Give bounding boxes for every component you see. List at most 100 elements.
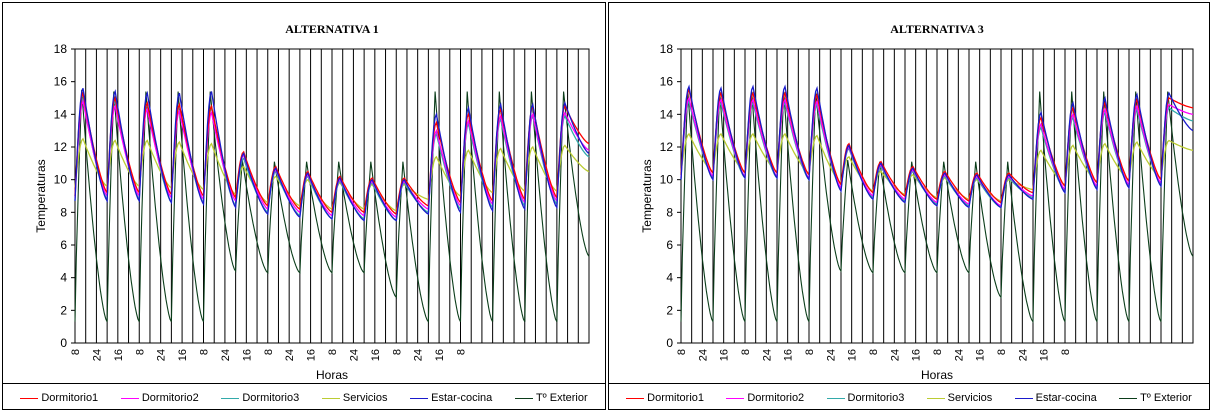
x-tick-label: 8 bbox=[327, 349, 339, 355]
legend-swatch bbox=[926, 397, 945, 399]
legend-swatch bbox=[321, 397, 340, 399]
y-tick-label: 4 bbox=[666, 271, 673, 285]
y-tick-label: 12 bbox=[660, 140, 674, 154]
legend-swatch bbox=[1119, 397, 1138, 399]
legend-swatch bbox=[1014, 397, 1033, 399]
legend-item: Estar-cocina bbox=[410, 392, 492, 404]
legend-swatch bbox=[410, 397, 429, 399]
legend-divider bbox=[609, 383, 1209, 384]
legend-swatch bbox=[120, 397, 139, 399]
legend-label: Tº Exterior bbox=[1140, 392, 1192, 404]
x-tick-label: 8 bbox=[1060, 349, 1072, 355]
y-tick-label: 6 bbox=[60, 238, 67, 252]
legend-item: Tº Exterior bbox=[514, 392, 588, 404]
legend-item: Dormitorio1 bbox=[626, 392, 704, 404]
legend-item: Servicios bbox=[926, 392, 993, 404]
x-tick-label: 16 bbox=[370, 349, 382, 361]
y-tick-label: 18 bbox=[660, 42, 674, 56]
y-tick-label: 8 bbox=[666, 205, 673, 219]
x-tick-label: 8 bbox=[134, 349, 146, 355]
x-tick-label: 24 bbox=[825, 349, 837, 361]
legend-item: Servicios bbox=[321, 392, 388, 404]
x-tick-label: 24 bbox=[1017, 349, 1029, 361]
legend-label: Dormitorio1 bbox=[41, 392, 99, 404]
x-tick-label: 16 bbox=[847, 349, 859, 361]
x-tick-label: 8 bbox=[70, 349, 82, 355]
x-tick-label: 24 bbox=[348, 349, 360, 361]
y-tick-label: 14 bbox=[54, 107, 68, 121]
x-tick-label: 8 bbox=[199, 349, 211, 355]
legend-item: Dormitorio3 bbox=[221, 392, 299, 404]
y-tick-label: 10 bbox=[54, 173, 68, 187]
legend-label: Dormitorio3 bbox=[847, 392, 905, 404]
legend-swatch bbox=[826, 397, 845, 399]
legend-swatch bbox=[726, 397, 745, 399]
legend-label: Estar-cocina bbox=[431, 392, 493, 404]
legend-item: Dormitorio2 bbox=[120, 392, 199, 404]
x-tick-label: 24 bbox=[220, 349, 232, 361]
legend-label: Servicios bbox=[947, 392, 993, 404]
x-tick-label: 16 bbox=[434, 349, 446, 361]
legend-label: Dormitorio1 bbox=[647, 392, 705, 404]
chart-panel-alternativa-1: ALTERNATIVA 1 0 2 4 6 8 10 12 14 16 18 8 24 16 8 24 16 8 2… bbox=[2, 2, 606, 410]
legend-item: Dormitorio2 bbox=[726, 392, 804, 404]
y-tick-label: 14 bbox=[660, 107, 674, 121]
x-axis-label: Horas bbox=[316, 368, 348, 382]
x-tick-label: 8 bbox=[932, 349, 944, 355]
legend-label: Dormitorio2 bbox=[141, 392, 199, 404]
x-tick-label: 16 bbox=[306, 349, 318, 361]
legend-label: Estar-cocina bbox=[1035, 392, 1097, 404]
y-tick-label: 18 bbox=[54, 42, 68, 56]
y-axis-label: Temperaturas bbox=[34, 159, 48, 232]
legend-swatch bbox=[626, 397, 645, 399]
legend-swatch bbox=[514, 397, 533, 399]
x-tick-label: 24 bbox=[413, 349, 425, 361]
legend-item: Estar-cocina bbox=[1014, 392, 1097, 404]
x-tick-label: 16 bbox=[1039, 349, 1051, 361]
x-tick-label: 8 bbox=[676, 349, 688, 355]
y-tick-label: 6 bbox=[666, 238, 673, 252]
y-tick-label: 8 bbox=[60, 205, 67, 219]
x-tick-label: 24 bbox=[284, 349, 296, 361]
x-tick-label: 24 bbox=[156, 349, 168, 361]
vertical-gridlines bbox=[74, 49, 590, 343]
x-tick-label: 24 bbox=[91, 349, 103, 361]
x-tick-label: 16 bbox=[911, 349, 923, 361]
y-tick-label: 10 bbox=[660, 173, 674, 187]
legend-label: Dormitorio2 bbox=[747, 392, 805, 404]
series-line-estar-cocina bbox=[680, 84, 1194, 209]
x-tick-label: 16 bbox=[241, 349, 253, 361]
x-tick-label: 8 bbox=[740, 349, 752, 355]
y-tick-label: 2 bbox=[666, 303, 673, 317]
x-tick-label: 24 bbox=[761, 349, 773, 361]
legend-divider bbox=[3, 383, 605, 384]
legend-item: Tº Exterior bbox=[1119, 392, 1192, 404]
x-tick-label: 8 bbox=[391, 349, 403, 355]
x-tick-label: 24 bbox=[953, 349, 965, 361]
x-tick-label: 8 bbox=[456, 349, 468, 355]
legend-swatch bbox=[221, 397, 240, 399]
x-tick-label: 8 bbox=[868, 349, 880, 355]
x-tick-label: 16 bbox=[975, 349, 987, 361]
plot-area bbox=[680, 48, 1194, 344]
x-tick-label: 24 bbox=[697, 349, 709, 361]
x-tick-label: 24 bbox=[889, 349, 901, 361]
line-chart-alternativa-1: ALTERNATIVA 1 0 24 6 8 10 12 14 16 18 8 24 16 8 24 16 8 2… bbox=[34, 22, 590, 382]
series-line-t-exterior bbox=[74, 89, 590, 324]
y-tick-label: 16 bbox=[54, 75, 68, 89]
x-axis-label: Horas bbox=[921, 368, 953, 382]
chart-title: ALTERNATIVA 1 bbox=[285, 22, 378, 36]
y-tick-label: 4 bbox=[60, 271, 67, 285]
legend-item: Dormitorio3 bbox=[826, 392, 905, 404]
y-tick-label: 12 bbox=[54, 140, 68, 154]
legend-label: Tº Exterior bbox=[535, 392, 588, 404]
legend-item: Dormitorio1 bbox=[20, 392, 98, 404]
legend-swatch bbox=[20, 397, 39, 399]
x-tick-label: 8 bbox=[263, 349, 275, 355]
x-tick-label: 16 bbox=[113, 349, 125, 361]
legend-label: Dormitorio3 bbox=[242, 392, 300, 404]
y-tick-label: 0 bbox=[666, 336, 673, 350]
chart-legend: Dormitorio1 Dormitorio2 Dormitorio3 Servici… bbox=[609, 387, 1209, 409]
y-tick-label: 0 bbox=[60, 336, 67, 350]
